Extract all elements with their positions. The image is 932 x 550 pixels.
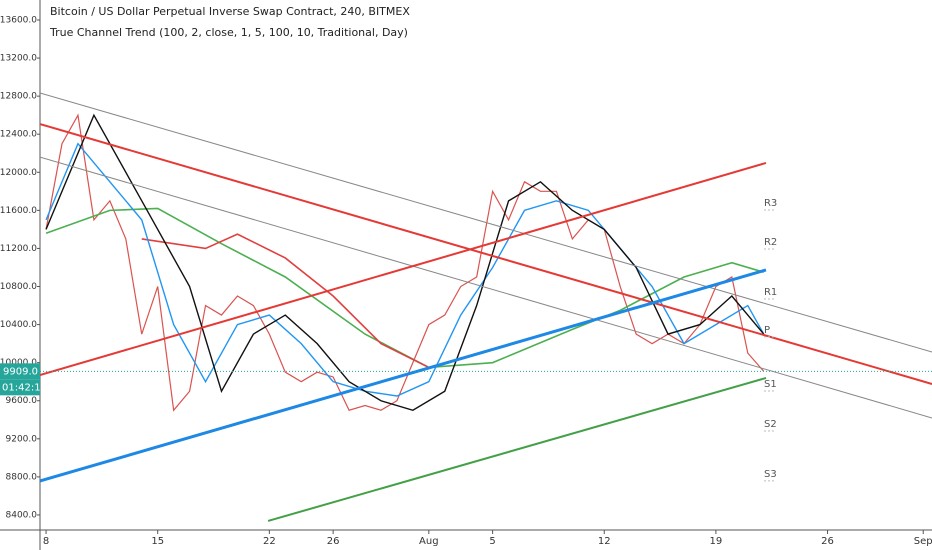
x-tick-label: 26 <box>327 536 340 547</box>
series-line <box>267 377 767 522</box>
y-tick-label: 9600.0 <box>6 396 38 406</box>
x-tick-label: 22 <box>263 536 276 547</box>
y-tick-label: 11600.0 <box>0 206 37 216</box>
y-tick-label: 10400.0 <box>0 320 37 330</box>
y-tick-label: 8800.0 <box>6 472 38 482</box>
x-tick-label: 19 <box>710 536 723 547</box>
timer-tag <box>0 379 40 396</box>
y-tick-label: 13200.0 <box>0 54 37 64</box>
y-tick-label: 12400.0 <box>0 130 37 140</box>
chart-subtitle: True Channel Trend (100, 2, close, 1, 5,… <box>49 26 408 39</box>
x-tick-label: Sep <box>914 536 932 547</box>
price-tag <box>0 363 40 380</box>
series-line <box>45 142 765 397</box>
price-tag-label: 9909.0 <box>3 366 38 377</box>
y-tick-label: 13600.0 <box>0 15 37 25</box>
pivot-label: S1 <box>764 379 777 390</box>
series-line <box>40 268 767 483</box>
x-tick-label: 26 <box>821 536 834 547</box>
y-tick-label: 10000.0 <box>0 358 37 368</box>
x-tick-label: Aug <box>419 536 439 547</box>
pivot-label: R2 <box>764 237 777 248</box>
series-line <box>40 123 932 385</box>
y-tick-label: 12000.0 <box>0 168 37 178</box>
pivot-label: R1 <box>764 287 777 298</box>
series-line <box>40 156 932 419</box>
pivot-label: R3 <box>764 198 777 209</box>
series-line <box>45 113 765 412</box>
series-line <box>141 233 430 369</box>
y-tick-label: 8400.0 <box>6 510 38 520</box>
pivot-label: S3 <box>764 469 777 480</box>
chart-title: Bitcoin / US Dollar Perpetual Inverse Sw… <box>50 5 410 18</box>
pivot-label: P <box>764 325 770 336</box>
pivot-label: S2 <box>764 419 777 430</box>
plot-area <box>40 92 932 522</box>
x-tick-label: 12 <box>598 536 611 547</box>
series-line <box>45 113 765 412</box>
x-tick-label: 15 <box>151 536 164 547</box>
series-line <box>40 92 932 353</box>
y-tick-label: 10800.0 <box>0 282 37 292</box>
y-tick-label: 11200.0 <box>0 244 37 254</box>
x-tick-label: 8 <box>43 536 49 547</box>
series-line <box>40 162 767 376</box>
timer-label: 01:42:10 <box>2 382 47 393</box>
x-tick-label: 5 <box>489 536 495 547</box>
y-tick-label: 9200.0 <box>6 434 38 444</box>
y-tick-label: 12800.0 <box>0 92 37 102</box>
